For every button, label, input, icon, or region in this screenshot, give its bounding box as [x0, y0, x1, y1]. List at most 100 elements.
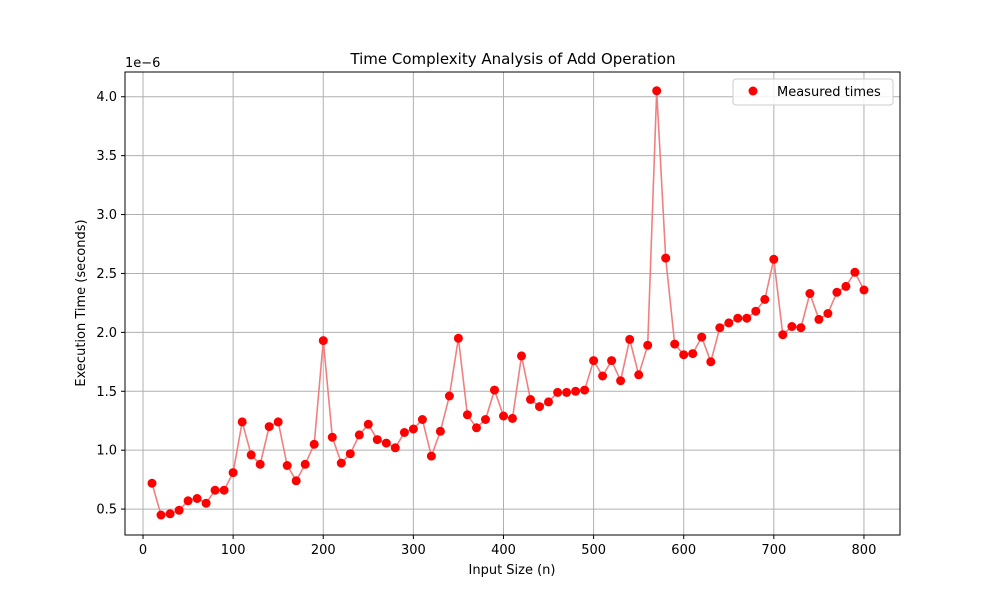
y-tick-label: 2.5	[96, 267, 117, 282]
data-point	[273, 417, 283, 427]
data-point	[426, 451, 436, 461]
data-point	[706, 357, 716, 367]
x-tick-label: 200	[311, 543, 336, 558]
data-point	[444, 391, 454, 401]
data-point	[715, 323, 725, 333]
x-tick-label: 400	[491, 543, 516, 558]
data-point	[219, 485, 229, 495]
data-point	[670, 339, 680, 349]
data-point	[472, 423, 481, 433]
y-offset-label: 1e−6	[125, 56, 160, 71]
data-point	[264, 422, 274, 432]
data-point	[481, 415, 490, 424]
x-tick-label: 800	[852, 543, 877, 558]
data-point	[544, 397, 553, 407]
data-point	[823, 309, 833, 318]
x-tick-label: 100	[221, 543, 246, 558]
data-point	[210, 485, 220, 495]
data-point	[165, 509, 175, 519]
data-point	[517, 351, 526, 361]
x-tick-label: 300	[401, 543, 426, 558]
x-axis: 0 100 200 300 400 500 600 700 800	[139, 535, 876, 558]
x-tick-label: 500	[581, 543, 606, 558]
data-point	[760, 294, 770, 304]
data-point	[787, 322, 797, 331]
data-point	[327, 432, 337, 442]
data-point	[381, 438, 391, 448]
data-point	[508, 413, 517, 423]
data-point	[435, 426, 445, 436]
data-point	[354, 430, 364, 440]
data-point	[652, 86, 662, 96]
data-point	[553, 387, 563, 397]
data-point	[183, 496, 193, 506]
data-point	[742, 313, 752, 323]
chart-title: Time Complexity Analysis of Add Operatio…	[349, 50, 675, 68]
data-point	[859, 285, 869, 295]
data-point	[661, 253, 671, 263]
data-point	[309, 439, 319, 449]
data-point	[490, 385, 499, 395]
data-point	[282, 461, 292, 470]
series-measured-times	[147, 86, 869, 520]
data-point	[526, 395, 535, 404]
legend: Measured times	[732, 78, 894, 106]
x-tick-label: 600	[671, 543, 696, 558]
data-point	[535, 402, 544, 412]
data-point	[814, 314, 824, 324]
data-point	[174, 505, 184, 515]
data-point	[625, 334, 635, 344]
data-point	[598, 371, 608, 381]
data-point	[192, 494, 202, 503]
y-tick-label: 4.0	[96, 90, 117, 105]
data-point	[291, 476, 301, 486]
data-point	[688, 349, 698, 359]
y-tick-label: 2.0	[96, 326, 117, 341]
data-point	[778, 330, 788, 340]
grid	[125, 72, 900, 535]
y-axis: 0.5 1.0 1.5 2.0 2.5 3.0 3.5 4.0	[96, 90, 125, 518]
data-point	[832, 287, 842, 297]
data-point	[805, 289, 815, 298]
data-point	[228, 468, 238, 478]
legend-label: Measured times	[777, 85, 881, 100]
data-point	[147, 478, 157, 488]
y-tick-label: 1.0	[96, 444, 117, 459]
data-point	[399, 428, 409, 437]
data-point	[571, 386, 581, 396]
data-point	[462, 410, 472, 420]
data-point	[408, 424, 418, 434]
data-point	[336, 458, 346, 468]
y-tick-label: 0.5	[96, 503, 117, 518]
data-point	[453, 333, 463, 343]
y-tick-label: 3.5	[96, 149, 117, 164]
x-tick-label: 700	[761, 543, 786, 558]
data-point	[607, 356, 617, 366]
data-point	[796, 323, 806, 333]
data-point	[616, 376, 626, 386]
data-point	[733, 313, 743, 323]
data-point	[841, 281, 851, 291]
data-point	[345, 449, 355, 459]
data-point	[643, 340, 653, 350]
data-point	[237, 417, 247, 427]
data-point	[562, 387, 572, 397]
data-point	[850, 267, 860, 277]
data-point	[300, 459, 310, 469]
data-point	[697, 332, 707, 342]
x-axis-label: Input Size (n)	[469, 563, 556, 578]
data-point	[417, 415, 427, 424]
y-tick-label: 1.5	[96, 385, 117, 400]
y-tick-label: 3.0	[96, 208, 117, 223]
data-point	[580, 385, 590, 395]
data-point	[363, 419, 373, 429]
data-point	[589, 356, 599, 366]
y-axis-label: Execution Time (seconds)	[74, 219, 89, 386]
data-point	[724, 318, 734, 328]
data-point	[318, 336, 328, 346]
x-tick-label: 0	[139, 543, 147, 558]
data-point	[255, 459, 265, 469]
data-point	[372, 435, 382, 445]
data-point	[634, 370, 644, 380]
